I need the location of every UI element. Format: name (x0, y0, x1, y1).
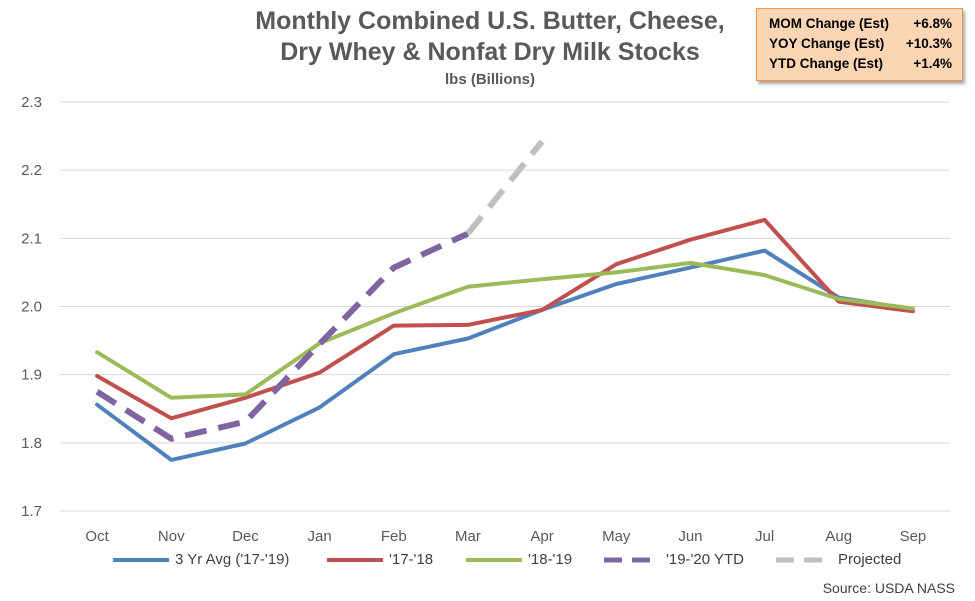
x-tick-label: Jul (755, 528, 774, 545)
x-tick-label: Apr (530, 528, 553, 545)
x-tick-label: May (602, 528, 631, 545)
stat-row-yoy: YOY Change (Est) +10.3% (769, 34, 952, 54)
stat-value: +10.3% (905, 36, 952, 51)
x-tick-label: Mar (455, 528, 481, 545)
x-tick-label: Aug (825, 528, 852, 545)
chart-legend: 3 Yr Avg ('17-'19) '17-'18 '18-'19 '19-'… (0, 551, 975, 575)
x-tick-label: Nov (158, 528, 185, 545)
legend-label: '19-'20 YTD (666, 551, 744, 568)
stat-label: MOM Change (Est) (769, 16, 889, 31)
x-tick-label: Jan (307, 528, 331, 545)
gridlines (60, 101, 950, 512)
y-tick-label: 1.9 (21, 367, 42, 384)
legend-item-1718: '17-'18 (327, 551, 433, 568)
chart-title-line2: Dry Whey & Nonfat Dry Milk Stocks (280, 38, 700, 66)
series-line-4 (465, 139, 545, 236)
legend-swatch (466, 557, 522, 562)
legend-item-avg: 3 Yr Avg ('17-'19) (113, 551, 289, 568)
x-axis-tick-labels: Oct Nov Dec Jan Feb Mar Apr May Jun Jul Aug Sep (85, 528, 926, 545)
legend-label: '17-'18 (389, 551, 434, 568)
y-tick-label: 2.0 (21, 299, 42, 316)
y-tick-label: 2.3 (21, 94, 42, 111)
legend-swatch (776, 557, 832, 562)
y-tick-label: 2.1 (21, 230, 42, 247)
x-tick-label: Dec (232, 528, 259, 545)
y-tick-label: 1.8 (21, 435, 42, 452)
stat-value: +6.8% (913, 16, 952, 31)
stat-value: +1.4% (913, 56, 952, 71)
y-tick-label: 1.7 (21, 503, 42, 520)
series-line-0 (95, 248, 915, 462)
chart-title: Monthly Combined U.S. Butter, Cheese, Dr… (210, 6, 770, 88)
stat-label: YOY Change (Est) (769, 36, 885, 51)
y-axis-tick-labels: 1.7 1.8 1.9 2.0 2.1 2.2 2.3 (21, 94, 42, 520)
legend-swatch (604, 557, 660, 562)
legend-item-ytd: '19-'20 YTD (604, 551, 744, 568)
legend-swatch (327, 557, 383, 562)
stat-row-mom: MOM Change (Est) +6.8% (769, 14, 952, 34)
legend-swatch (113, 557, 169, 562)
chart-title-line1: Monthly Combined U.S. Butter, Cheese, (255, 7, 725, 35)
source-note: Source: USDA NASS (822, 580, 955, 596)
chart-subtitle: lbs (Billions) (445, 71, 535, 88)
stat-label: YTD Change (Est) (769, 56, 884, 71)
x-tick-label: Oct (85, 528, 109, 545)
legend-label: Projected (838, 551, 902, 568)
series-lines (95, 139, 915, 462)
x-tick-label: Feb (381, 528, 407, 545)
y-tick-label: 2.2 (21, 162, 42, 179)
legend-label: 3 Yr Avg ('17-'19) (175, 551, 290, 568)
stat-row-ytd: YTD Change (Est) +1.4% (769, 54, 952, 74)
change-stats-box: MOM Change (Est) +6.8% YOY Change (Est) … (756, 8, 963, 81)
series-line-1 (95, 217, 915, 421)
x-tick-label: Jun (678, 528, 702, 545)
x-tick-label: Sep (900, 528, 927, 545)
legend-item-1819: '18-'19 (466, 551, 572, 568)
series-line-3 (95, 230, 470, 442)
legend-item-projected: Projected (776, 551, 901, 568)
legend-label: '18-'19 (528, 551, 573, 568)
series-line-2 (95, 260, 915, 400)
